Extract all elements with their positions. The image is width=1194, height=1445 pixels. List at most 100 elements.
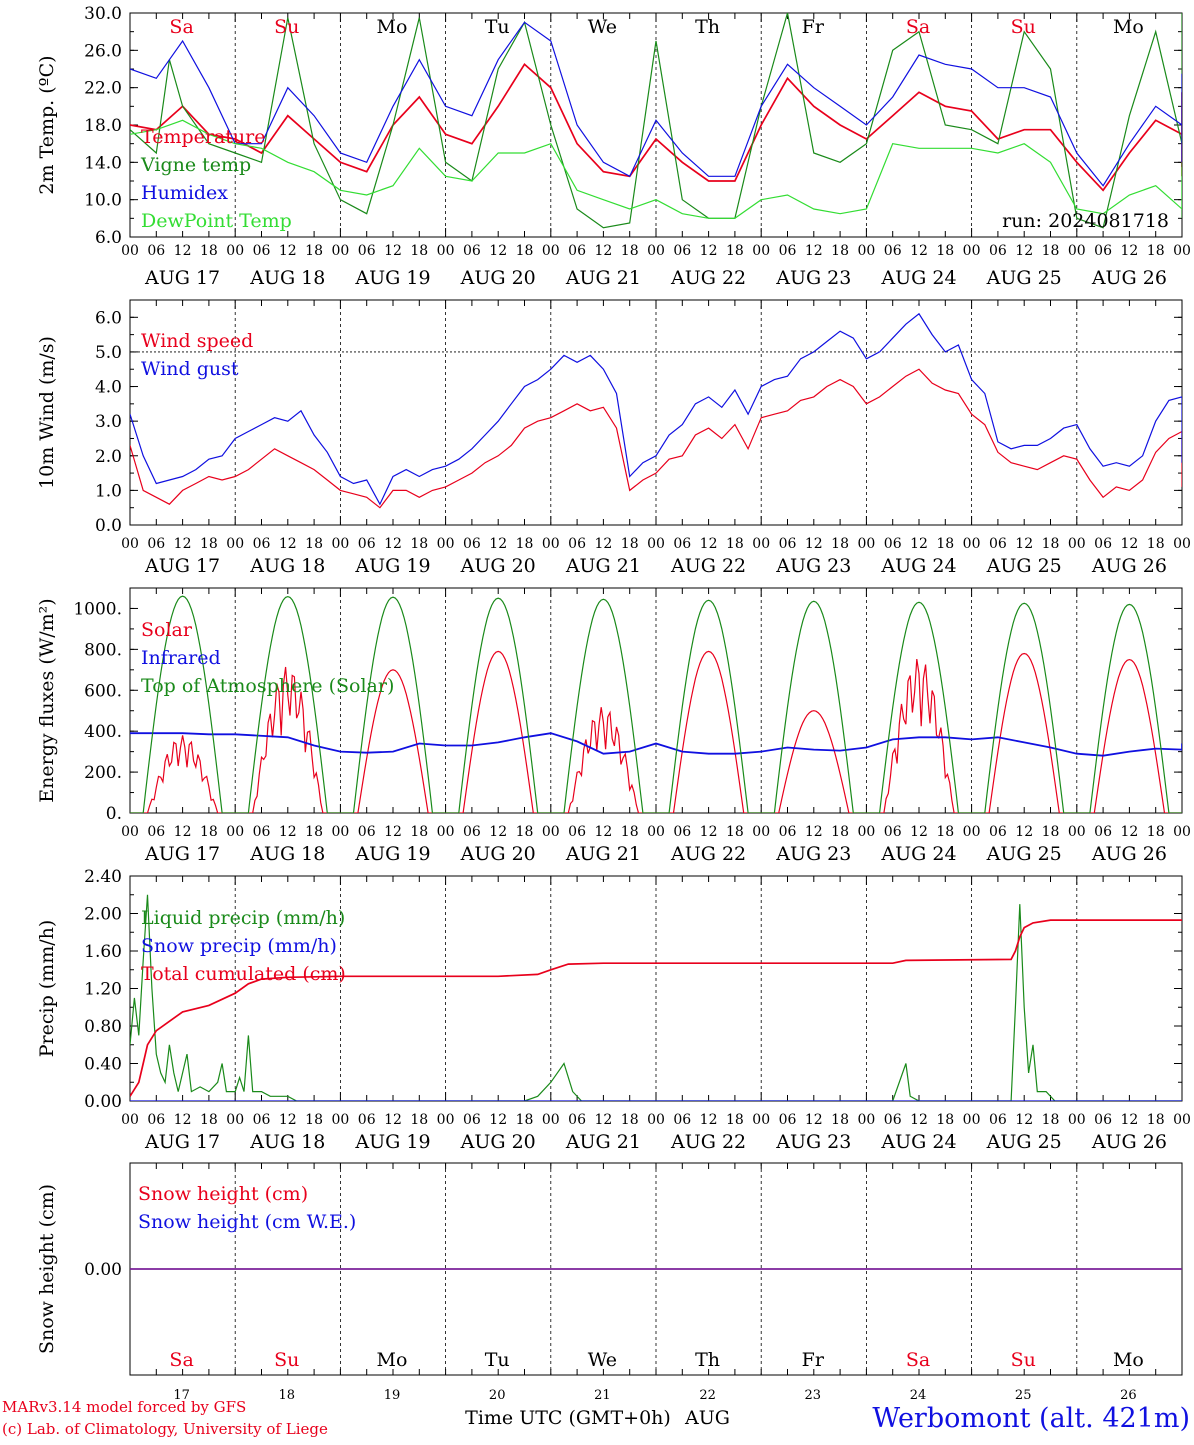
- hour-tick-label: 06: [989, 536, 1007, 552]
- hour-tick-label: 12: [174, 243, 192, 259]
- hour-tick-label: 00: [437, 536, 455, 552]
- date-label: AUG 22: [670, 555, 746, 577]
- date-label: AUG 18: [249, 267, 325, 289]
- lab-credit: (c) Lab. of Climatology, University of L…: [2, 1420, 328, 1438]
- hour-tick-label: 00: [752, 536, 770, 552]
- hour-tick-label: 18: [516, 536, 534, 552]
- plot-area: [130, 13, 1182, 229]
- hour-tick-label: 12: [805, 824, 823, 840]
- y-tick-label: 1.60: [84, 942, 122, 962]
- hour-tick-label: 18: [410, 824, 428, 840]
- hour-tick-label: 00: [1068, 1112, 1086, 1128]
- weekday-label-top: Fr: [802, 16, 825, 38]
- y-tick-label: 30.0: [84, 4, 122, 24]
- hour-tick-label: 12: [489, 536, 507, 552]
- date-label: AUG 21: [565, 555, 641, 577]
- hour-tick-label: 06: [673, 1112, 691, 1128]
- hour-tick-label: 18: [200, 824, 218, 840]
- date-label: AUG 23: [775, 555, 851, 577]
- hour-tick-label: 18: [305, 536, 323, 552]
- series-line-infrared: [130, 732, 1182, 757]
- day-number-label: 24: [910, 1388, 927, 1403]
- weekday-label-top: We: [588, 16, 617, 38]
- hour-tick-label: 06: [147, 243, 165, 259]
- plot-frame: [129, 299, 1183, 526]
- hour-tick-label: 06: [673, 824, 691, 840]
- hour-tick-label: 06: [568, 536, 586, 552]
- hour-tick-label: 06: [253, 1112, 271, 1128]
- hour-tick-label: 12: [384, 536, 402, 552]
- hour-tick-label: 12: [489, 243, 507, 259]
- hour-tick-label: 06: [358, 1112, 376, 1128]
- weekday-label-top: Sa: [906, 16, 930, 38]
- hour-tick-label: 00: [226, 1112, 244, 1128]
- panel-3: 00 06 12 18 00 06 12 18 00 06 12 18 00 06 12 18 00 06 12 18…: [36, 587, 1191, 865]
- day-number-label: 25: [1015, 1388, 1032, 1403]
- hour-tick-label: 18: [831, 1112, 849, 1128]
- hour-tick-label: 06: [673, 243, 691, 259]
- hour-tick-label: 06: [1094, 1112, 1112, 1128]
- plot-area: [130, 312, 1182, 509]
- day-number-label: 21: [594, 1388, 611, 1403]
- hour-tick-label: 12: [279, 243, 297, 259]
- hour-tick-label: 00: [1173, 243, 1191, 259]
- date-label: AUG 24: [880, 555, 956, 577]
- legend-entry: Total cumulated (cm): [141, 963, 346, 985]
- y-tick-label: 0.00: [84, 1260, 122, 1280]
- hour-tick-label: 18: [410, 536, 428, 552]
- hour-tick-label: 12: [1120, 1112, 1138, 1128]
- plot-area: [130, 595, 1182, 813]
- hour-tick-label: 06: [463, 536, 481, 552]
- hour-tick-label: 12: [279, 536, 297, 552]
- hour-tick-label: 00: [331, 824, 349, 840]
- panel-5: 0.00 Snow height (cm) Snow height (cm) Snow…: [36, 1162, 1183, 1376]
- y-tick-label: 0.: [106, 804, 122, 824]
- hour-tick-label: 18: [200, 536, 218, 552]
- y-tick-label: 200.: [84, 763, 122, 783]
- legend-entry: DewPoint Temp: [141, 210, 292, 232]
- date-label: AUG 25: [986, 267, 1062, 289]
- hour-tick-label: 00: [963, 536, 981, 552]
- hour-tick-label: 06: [779, 824, 797, 840]
- hour-tick-label: 06: [253, 243, 271, 259]
- hour-tick-label: 12: [1120, 536, 1138, 552]
- hour-tick-label: 18: [1042, 243, 1060, 259]
- hour-tick-label: 06: [884, 824, 902, 840]
- hour-tick-label: 12: [174, 824, 192, 840]
- weekday-label-bottom: Sa: [906, 1349, 930, 1371]
- series-line-humidex: [130, 21, 1182, 187]
- hour-tick-label: 12: [594, 243, 612, 259]
- date-label: AUG 19: [354, 555, 430, 577]
- hour-tick-label: 18: [200, 1112, 218, 1128]
- legend-entry: Wind speed: [141, 330, 253, 352]
- weekday-label-bottom: Fr: [802, 1349, 825, 1371]
- date-label: AUG 22: [670, 267, 746, 289]
- legend-entry: Wind gust: [141, 358, 239, 380]
- hour-tick-label: 00: [1068, 824, 1086, 840]
- series-line-wind-gust: [130, 312, 1182, 506]
- y-tick-label: 2.00: [84, 905, 122, 925]
- hour-tick-label: 00: [1173, 824, 1191, 840]
- weekday-label-bottom: We: [588, 1349, 617, 1371]
- y-axis-title: Energy fluxes (W/m²): [36, 598, 58, 802]
- hour-tick-label: 06: [568, 243, 586, 259]
- hour-tick-label: 00: [647, 536, 665, 552]
- day-number-label: 26: [1120, 1388, 1137, 1403]
- hour-tick-label: 12: [805, 1112, 823, 1128]
- series-line-solar: [130, 650, 1182, 813]
- hour-tick-label: 12: [1120, 243, 1138, 259]
- y-axis-title: 2m Temp. (ºC): [36, 55, 58, 194]
- hour-tick-label: 06: [884, 536, 902, 552]
- hour-tick-label: 12: [910, 536, 928, 552]
- hour-tick-label: 18: [1147, 536, 1165, 552]
- series-line-wind-speed: [130, 368, 1182, 509]
- hour-tick-label: 06: [147, 536, 165, 552]
- hour-tick-label: 00: [437, 243, 455, 259]
- hour-tick-label: 12: [594, 824, 612, 840]
- date-label: AUG 20: [460, 843, 536, 865]
- date-label: AUG 25: [986, 555, 1062, 577]
- hour-tick-label: 12: [910, 824, 928, 840]
- hour-tick-label: 00: [226, 536, 244, 552]
- hour-tick-label: 06: [568, 824, 586, 840]
